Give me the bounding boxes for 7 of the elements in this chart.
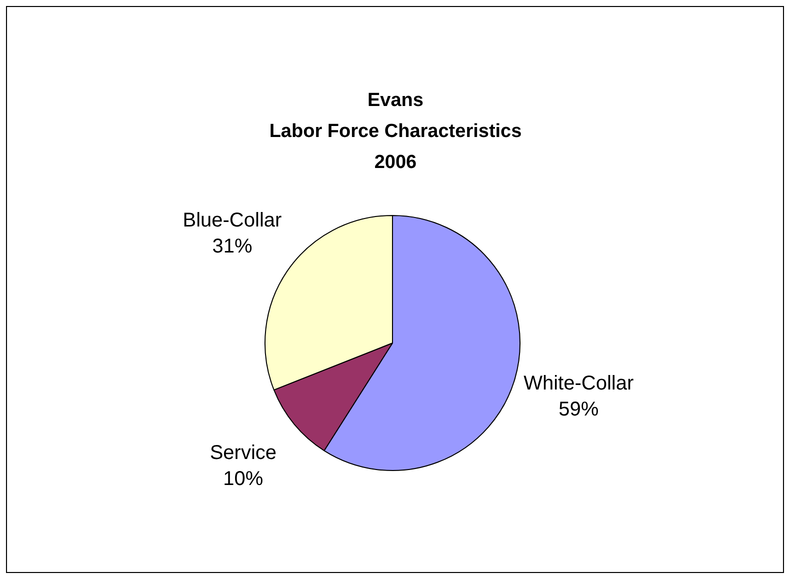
data-label: 59%	[558, 398, 599, 421]
data-label: 10%	[223, 468, 264, 490]
chart-title: Evans Labor Force Characteristics 2006	[268, 89, 523, 175]
slice-label: White-Collar	[524, 372, 634, 395]
slice-label: Blue-Collar	[182, 210, 282, 232]
slice-label: Service	[210, 442, 277, 464]
data-label: 31%	[212, 236, 252, 258]
